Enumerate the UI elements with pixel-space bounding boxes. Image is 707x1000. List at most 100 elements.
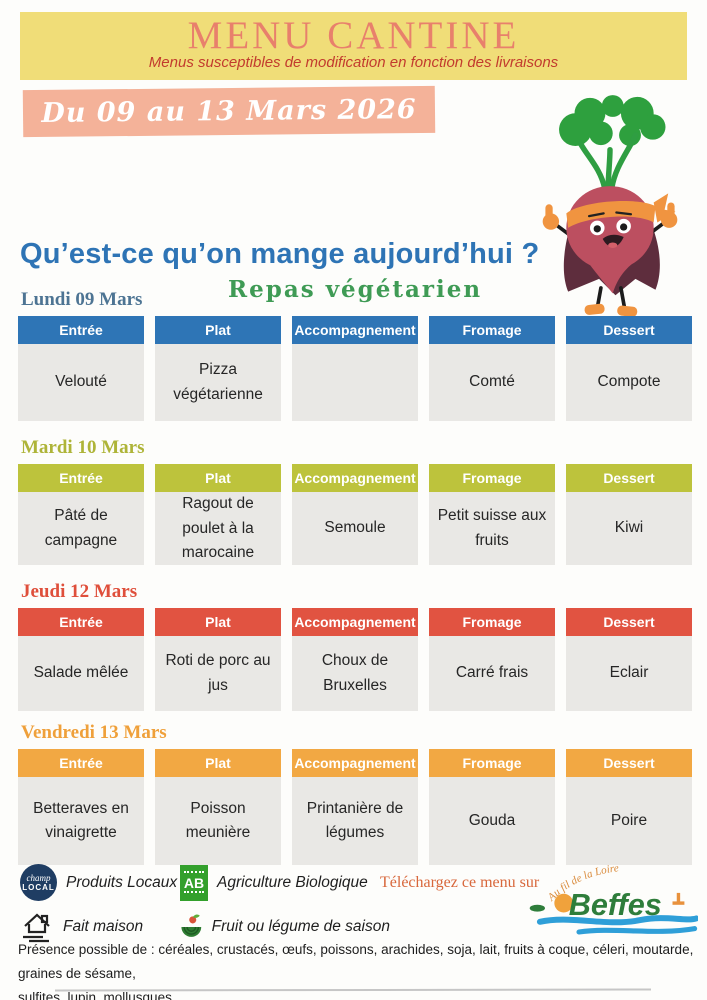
day-section-lundi: Lundi 09 Mars Entrée Velouté Plat Pizza …	[18, 289, 692, 421]
menu-cell: Salade mêlée	[18, 636, 144, 711]
legend-item-produits-locaux: champ LOCAL Produits Locaux	[20, 864, 180, 901]
menu-column: Plat Ragout de poulet à la marocaine	[155, 464, 281, 565]
beet-superhero-mascot-illustration	[520, 86, 700, 318]
column-header-entree: Entrée	[18, 749, 144, 777]
column-header-plat: Plat	[155, 749, 281, 777]
legend-label: Agriculture Biologique	[217, 873, 368, 891]
menu-column: Dessert Compote	[566, 316, 692, 421]
legend-label: Produits Locaux	[66, 873, 178, 891]
column-header-plat: Plat	[155, 464, 281, 492]
ab-logo-text: AB	[183, 874, 205, 891]
legend-item-fruit-saison: Fruit ou légume de saison	[180, 909, 390, 945]
allergen-line-2: sulfites, lupin, mollusques,	[18, 990, 176, 1000]
beffes-town-logo: Au fil de la Loire Beffes	[528, 856, 700, 940]
menu-cell: Ragout de poulet à la marocaine	[155, 492, 281, 565]
menu-cell: Roti de porc au jus	[155, 636, 281, 711]
menu-cell: Pâté de campagne	[18, 492, 144, 565]
menu-column: Dessert Eclair	[566, 608, 692, 711]
day-section-mardi: Mardi 10 Mars Entrée Pâté de campagne Pl…	[18, 437, 692, 565]
beffes-logo-graphic: Au fil de la Loire Beffes	[529, 862, 700, 935]
column-header-fromage: Fromage	[429, 316, 555, 344]
menu-cell: Compote	[566, 344, 692, 421]
house-icon	[23, 913, 50, 943]
menu-column: Entrée Velouté	[18, 316, 144, 421]
menu-cell: Kiwi	[566, 492, 692, 565]
column-header-entree: Entrée	[18, 316, 144, 344]
day-label: Vendredi 13 Mars	[21, 722, 167, 743]
menu-column: Dessert Poire	[566, 749, 692, 865]
menu-table: Entrée Pâté de campagne Plat Ragout de p…	[18, 464, 692, 565]
menu-cell: Comté	[429, 344, 555, 421]
ab-logo-decoration	[184, 870, 204, 875]
menu-column: Fromage Petit suisse aux fruits	[429, 464, 555, 565]
download-prompt: Téléchargez ce menu sur	[380, 874, 540, 891]
menu-cell: Carré frais	[429, 636, 555, 711]
menu-table: Entrée Salade mêlée Plat Roti de porc au…	[18, 608, 692, 711]
page-title: MENU CANTINE	[187, 14, 520, 57]
allergen-notice: Présence possible de : céréales, crustac…	[18, 938, 696, 1000]
column-header-entree: Entrée	[18, 464, 144, 492]
column-header-fromage: Fromage	[429, 608, 555, 636]
day-section-jeudi: Jeudi 12 Mars Entrée Salade mêlée Plat R…	[18, 581, 692, 711]
legend-label: Fruit ou légume de saison	[211, 918, 390, 935]
menu-column: Accompagnement	[292, 316, 418, 421]
beet-mascot-icon	[542, 95, 678, 317]
menu-column: Accompagnement Printanière de légumes	[292, 749, 418, 865]
date-range: Du 09 au 13 Mars 2026	[41, 94, 417, 129]
menu-cell: Poire	[566, 777, 692, 865]
menu-cell: Eclair	[566, 636, 692, 711]
menu-column: Plat Poisson meunière	[155, 749, 281, 865]
menu-cell: Choux de Bruxelles	[292, 636, 418, 711]
question-heading: Qu’est-ce qu’on mange aujourd’hui ?	[20, 238, 540, 270]
column-header-accompagnement: Accompagnement	[292, 608, 418, 636]
column-header-dessert: Dessert	[566, 464, 692, 492]
day-label: Mardi 10 Mars	[21, 437, 145, 458]
menu-cell: Velouté	[18, 344, 144, 421]
column-header-entree: Entrée	[18, 608, 144, 636]
menu-cell: Semoule	[292, 492, 418, 565]
column-header-accompagnement: Accompagnement	[292, 749, 418, 777]
menu-column: Plat Roti de porc au jus	[155, 608, 281, 711]
column-header-fromage: Fromage	[429, 749, 555, 777]
ab-logo-decoration	[184, 890, 204, 895]
menu-cell: Betteraves en vinaigrette	[18, 777, 144, 865]
menu-cell: Petit suisse aux fruits	[429, 492, 555, 565]
menu-column: Plat Pizza végétarienne	[155, 316, 281, 421]
column-header-dessert: Dessert	[566, 749, 692, 777]
local-logo-text: LOCAL	[22, 882, 55, 892]
menu-table: Entrée Velouté Plat Pizza végétarienne A…	[18, 316, 692, 421]
menu-column: Accompagnement Semoule	[292, 464, 418, 565]
date-banner: Du 09 au 13 Mars 2026	[22, 85, 436, 138]
column-header-dessert: Dessert	[566, 316, 692, 344]
ab-organic-logo: AB	[180, 864, 208, 901]
allergen-line-1: Présence possible de : céréales, crustac…	[18, 942, 694, 981]
vegetarian-note: Repas végétarien	[228, 276, 483, 303]
menu-column: Fromage Comté	[429, 316, 555, 421]
legend-label: Fait maison	[63, 918, 144, 935]
menu-cell	[292, 344, 418, 421]
menu-column: Entrée Salade mêlée	[18, 608, 144, 711]
menu-column: Accompagnement Choux de Bruxelles	[292, 608, 418, 711]
day-label: Jeudi 12 Mars	[21, 581, 138, 602]
menu-column: Entrée Pâté de campagne	[18, 464, 144, 565]
legend: champ LOCAL Produits Locaux AB Agricultu…	[20, 864, 390, 945]
header-band: MENU CANTINE Menus susceptibles de modif…	[20, 12, 687, 80]
column-header-fromage: Fromage	[429, 464, 555, 492]
day-section-vendredi: Vendredi 13 Mars Entrée Betteraves en vi…	[18, 722, 692, 865]
column-header-plat: Plat	[155, 608, 281, 636]
menu-table: Entrée Betteraves en vinaigrette Plat Po…	[18, 749, 692, 865]
menu-cell: Gouda	[429, 777, 555, 865]
legend-item-fait-maison: Fait maison	[20, 909, 180, 945]
menu-column: Entrée Betteraves en vinaigrette	[18, 749, 144, 865]
produits-locaux-logo: champ LOCAL	[20, 864, 57, 901]
header-subtitle: Menus susceptibles de modification en fo…	[148, 54, 559, 71]
menu-cell: Pizza végétarienne	[155, 344, 281, 421]
menu-column: Dessert Kiwi	[566, 464, 692, 565]
column-header-accompagnement: Accompagnement	[292, 316, 418, 344]
seasonal-fruit-icon	[181, 914, 202, 937]
menu-column: Fromage Carré frais	[429, 608, 555, 711]
legend-item-agriculture-bio: AB Agriculture Biologique	[180, 864, 390, 901]
menu-cell: Printanière de légumes	[292, 777, 418, 865]
column-header-dessert: Dessert	[566, 608, 692, 636]
